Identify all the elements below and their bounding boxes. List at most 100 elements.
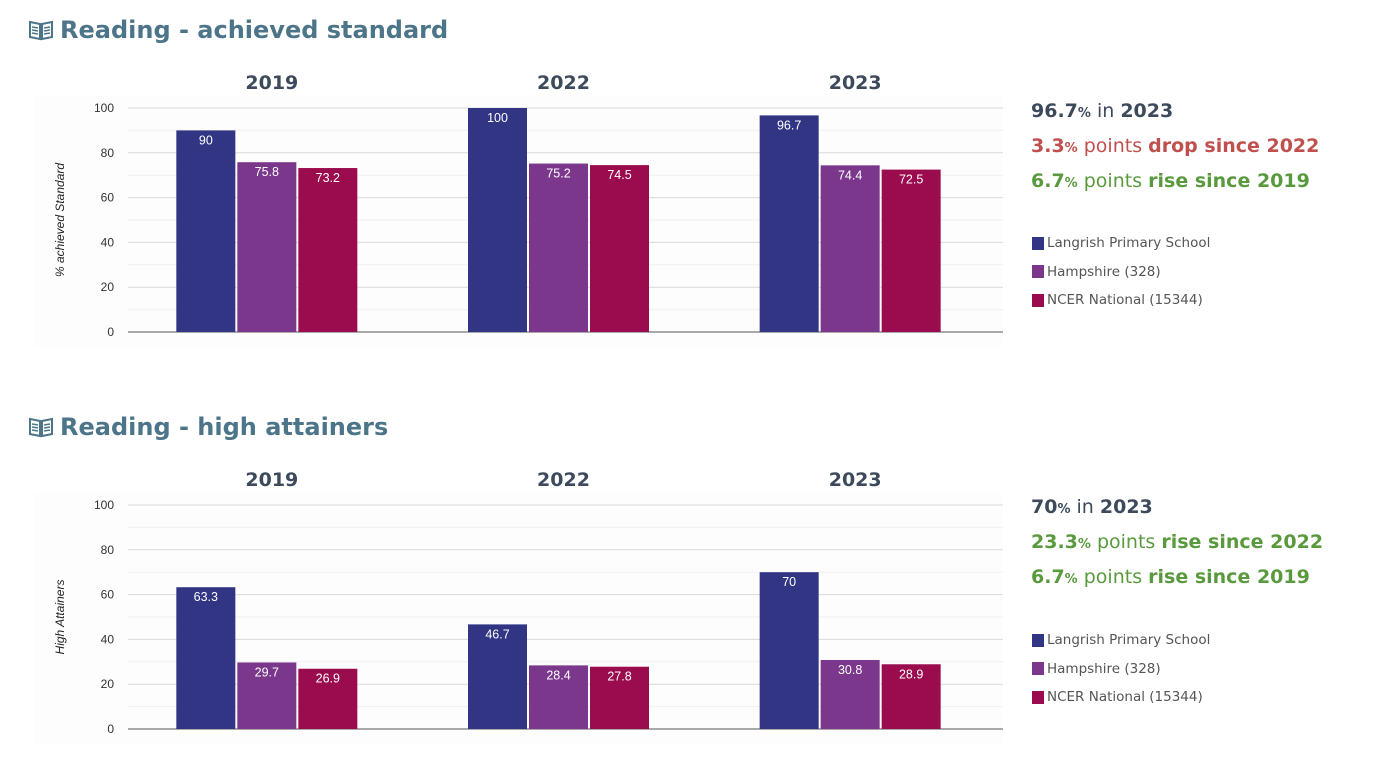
data-label: 100 xyxy=(487,111,508,125)
bar xyxy=(468,108,527,332)
summary-mid: points xyxy=(1077,135,1149,157)
data-label: 30.8 xyxy=(838,663,862,677)
legend-swatch xyxy=(1032,236,1044,250)
bar xyxy=(529,665,588,729)
y-tick-label: 60 xyxy=(101,588,115,602)
y-axis-title: High Attainers xyxy=(53,580,67,655)
data-label: 27.8 xyxy=(607,670,631,684)
summary-tail: drop since 2022 xyxy=(1148,135,1320,157)
bar-chart-high-attainers: 0 20 40 60 80 100 High Attainers 2019 63.3 29.7 26… xyxy=(35,469,1003,744)
bar-chart-achieved-standard: 0 20 40 60 80 100 % achieved Standard 2019 90 75.… xyxy=(35,72,1003,347)
section-title-text: Reading - achieved standard xyxy=(60,16,449,44)
summary-mid: points xyxy=(1077,566,1149,588)
section-title: Reading - achieved standard xyxy=(28,16,448,44)
y-tick-label: 20 xyxy=(101,280,115,294)
category-label: 2023 xyxy=(829,469,882,491)
y-tick-label: 0 xyxy=(107,722,114,736)
chart-section-high-attainers: Reading - high attainers 0 20 40 60 80 100 Hig… xyxy=(0,397,1400,777)
category-label: 2023 xyxy=(829,72,882,94)
summary-mid: in xyxy=(1070,496,1100,518)
summary-panel: 96.7% in 2023 3.3% points drop since 202… xyxy=(1031,95,1319,200)
summary-line: 3.3% points drop since 2022 xyxy=(1031,130,1319,165)
y-tick-label: 80 xyxy=(101,146,115,160)
legend-item[interactable]: Hampshire (328) xyxy=(1032,655,1210,684)
summary-unit: % xyxy=(1064,141,1078,156)
category-label: 2022 xyxy=(537,72,590,94)
category-label: 2019 xyxy=(245,469,298,491)
legend-item[interactable]: NCER National (15344) xyxy=(1032,286,1210,315)
bar xyxy=(881,169,941,332)
chart-section-achieved-standard: Reading - achieved standard 0 20 40 60 80 100… xyxy=(0,0,1400,380)
data-label: 73.2 xyxy=(316,171,340,185)
summary-mid: in xyxy=(1090,100,1121,122)
summary-value: 23.3 xyxy=(1031,531,1078,553)
y-tick-label: 0 xyxy=(107,325,114,339)
legend-swatch xyxy=(1032,265,1044,279)
summary-tail: rise since 2019 xyxy=(1148,170,1310,192)
data-label: 28.4 xyxy=(546,668,570,682)
data-label: 75.2 xyxy=(546,167,570,181)
data-label: 96.7 xyxy=(777,118,801,132)
summary-value: 6.7 xyxy=(1031,170,1065,192)
summary-line: 6.7% points rise since 2019 xyxy=(1031,165,1319,200)
legend-label: Langrish Primary School xyxy=(1047,632,1211,649)
data-label: 46.7 xyxy=(485,627,509,641)
legend-swatch xyxy=(1032,633,1044,647)
y-tick-label: 100 xyxy=(94,498,114,512)
legend-swatch xyxy=(1032,293,1044,307)
data-label: 75.8 xyxy=(255,165,279,179)
summary-tail: rise since 2019 xyxy=(1148,566,1310,588)
summary-tail: 2023 xyxy=(1099,496,1153,518)
data-label: 74.4 xyxy=(838,168,862,182)
legend-item[interactable]: NCER National (15344) xyxy=(1032,683,1210,712)
summary-unit: % xyxy=(1057,502,1071,517)
y-tick-label: 20 xyxy=(101,677,115,691)
book-icon xyxy=(29,417,53,438)
bar xyxy=(176,587,236,729)
bar xyxy=(468,624,527,729)
legend-label: NCER National (15344) xyxy=(1047,689,1203,706)
summary-panel: 70% in 2023 23.3% points rise since 2022… xyxy=(1031,491,1323,596)
legend-label: Hampshire (328) xyxy=(1047,660,1161,677)
legend-swatch xyxy=(1032,662,1044,676)
summary-unit: % xyxy=(1077,106,1091,121)
legend-item[interactable]: Langrish Primary School xyxy=(1032,229,1210,258)
summary-line: 6.7% points rise since 2019 xyxy=(1031,561,1323,596)
y-tick-label: 40 xyxy=(101,235,115,249)
data-label: 90 xyxy=(199,133,213,147)
summary-tail: 2023 xyxy=(1120,100,1174,122)
y-tick-label: 60 xyxy=(101,191,115,205)
legend-swatch xyxy=(1032,690,1044,704)
summary-unit: % xyxy=(1077,537,1091,552)
category-label: 2019 xyxy=(245,72,298,94)
data-label: 29.7 xyxy=(255,665,279,679)
bar xyxy=(820,660,880,729)
section-title: Reading - high attainers xyxy=(28,413,388,441)
section-title-text: Reading - high attainers xyxy=(60,413,389,441)
legend-item[interactable]: Hampshire (328) xyxy=(1032,258,1210,287)
legend-label: Langrish Primary School xyxy=(1047,235,1211,252)
summary-value: 6.7 xyxy=(1031,566,1065,588)
bar xyxy=(176,130,236,332)
bar xyxy=(237,662,297,729)
chart-legend: Langrish Primary School Hampshire (328) … xyxy=(1032,229,1210,315)
y-tick-label: 80 xyxy=(101,543,115,557)
data-label: 28.9 xyxy=(899,667,923,681)
summary-value: 3.3 xyxy=(1031,135,1065,157)
bar xyxy=(529,163,588,332)
data-label: 70 xyxy=(782,575,796,589)
data-label: 72.5 xyxy=(899,173,923,187)
data-label: 63.3 xyxy=(194,590,218,604)
summary-line: 96.7% in 2023 xyxy=(1031,95,1319,130)
data-label: 26.9 xyxy=(316,672,340,686)
book-icon xyxy=(29,20,53,41)
bar xyxy=(759,572,819,729)
y-axis-title: % achieved Standard xyxy=(53,163,67,277)
legend-label: Hampshire (328) xyxy=(1047,263,1161,280)
bar xyxy=(820,165,880,332)
chart-legend: Langrish Primary School Hampshire (328) … xyxy=(1032,626,1210,712)
legend-item[interactable]: Langrish Primary School xyxy=(1032,626,1210,655)
summary-mid: points xyxy=(1090,531,1162,553)
bar xyxy=(298,668,358,729)
summary-unit: % xyxy=(1064,176,1078,191)
